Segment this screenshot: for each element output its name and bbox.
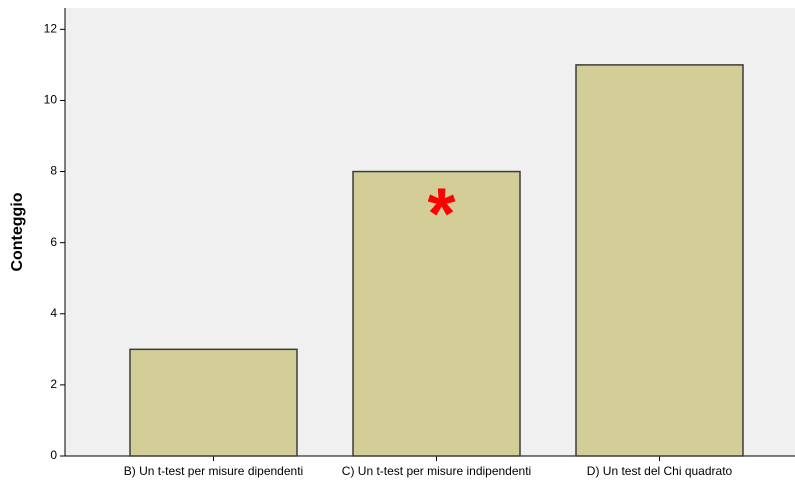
y-tick-label: 0 — [50, 448, 57, 462]
x-tick-label: D) Un test del Chi quadrato — [587, 464, 733, 478]
bar — [352, 170, 521, 457]
bar — [129, 348, 298, 457]
x-tick-label: C) Un t-test per misure indipendenti — [342, 464, 531, 478]
x-tick-label: B) Un t-test per misure dipendenti — [124, 464, 303, 478]
y-tick-label: 6 — [50, 235, 57, 249]
y-tick-label: 10 — [44, 93, 58, 107]
annotation: * — [427, 175, 455, 255]
y-tick-label: 2 — [50, 377, 57, 391]
bar — [575, 64, 744, 457]
y-axis-label: Conteggio — [9, 192, 26, 271]
y-tick-label: 8 — [50, 164, 57, 178]
y-tick-label: 12 — [44, 22, 58, 36]
y-tick-label: 4 — [50, 306, 57, 320]
